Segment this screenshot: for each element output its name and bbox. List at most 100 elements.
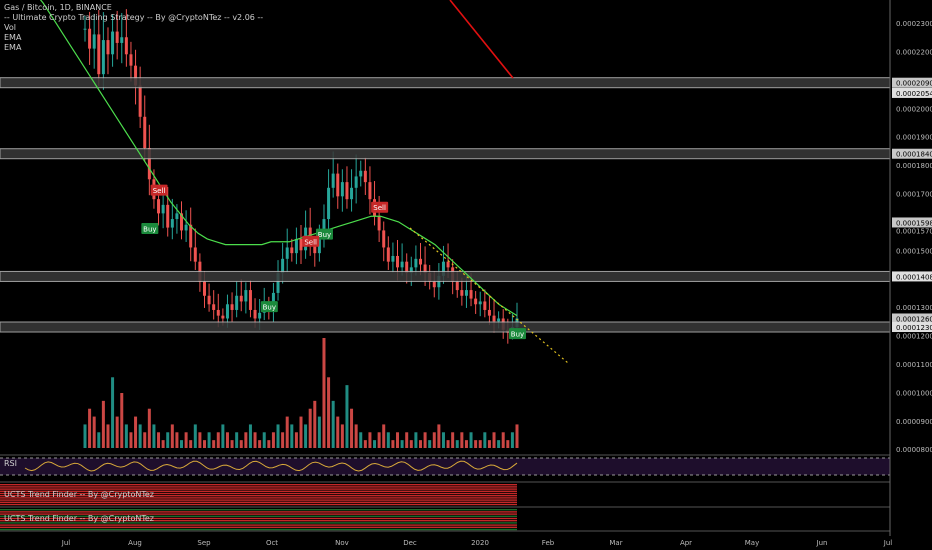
volume-bar (304, 424, 308, 448)
candle-body (189, 224, 193, 248)
volume-bar (157, 432, 161, 448)
volume-bar (276, 424, 280, 448)
time-tick-label: Nov (335, 539, 349, 547)
sell-signal-label: Sell (373, 204, 386, 212)
strategy-indicator-label[interactable]: -- Ultimate Crypto Trading Strategy -- B… (4, 13, 264, 22)
volume-bar (281, 432, 285, 448)
volume-bar (308, 408, 312, 448)
candle-body (446, 261, 450, 268)
candle-body (138, 85, 142, 117)
trend-finder-panels (0, 481, 890, 532)
candle-body (317, 236, 321, 254)
candle-body (377, 216, 381, 231)
trend-stripe (0, 490, 517, 492)
volume-bar (400, 440, 404, 448)
volume-bar (354, 424, 358, 448)
volume-bar (97, 432, 101, 448)
volume-bar (198, 432, 202, 448)
volume-bar (124, 424, 128, 448)
level-price-label: 0.00012300 (896, 324, 932, 332)
volume-bar (230, 440, 234, 448)
ema-indicator-label-2[interactable]: EMA (4, 43, 22, 52)
volume-bar (322, 338, 326, 448)
volume-bar (409, 440, 413, 448)
candle-body (106, 40, 110, 55)
candle-body (221, 315, 225, 319)
candle-body (244, 290, 248, 302)
candle-body (124, 37, 128, 55)
time-tick-label: Jul (61, 539, 71, 547)
volume-bar (446, 440, 450, 448)
candle-body (299, 238, 303, 251)
level-price-tag (892, 271, 932, 282)
candle-body (129, 54, 133, 66)
volume-bar (506, 440, 510, 448)
candle-body (235, 295, 239, 310)
level-price-tag (892, 148, 932, 159)
candle-body (147, 148, 151, 180)
volume-bar (271, 432, 275, 448)
volume-bar (202, 440, 206, 448)
volume-bar (510, 432, 514, 448)
candle-body (202, 281, 206, 296)
buy-signal-box (260, 301, 278, 313)
volume-bar (244, 432, 248, 448)
candle-body (368, 182, 372, 200)
trend-finder-label-2[interactable]: UCTS Trend Finder -- By @CryptoNTez (4, 514, 154, 523)
candle-body (239, 295, 243, 302)
time-axis[interactable]: Jul Aug Sep Oct Nov Dec 2020 Feb Mar Apr May Jun Jul (61, 539, 893, 547)
candle-body (382, 230, 386, 248)
symbol-title[interactable]: Gas / Bitcoin, 1D, BINANCE (4, 3, 112, 12)
volume-bar (299, 416, 303, 448)
level-band (0, 148, 891, 160)
chart-legend: Gas / Bitcoin, 1D, BINANCE -- Ultimate C… (4, 3, 263, 53)
time-tick-label: Dec (403, 539, 417, 547)
volume-bar (285, 416, 289, 448)
volume-indicator-label[interactable]: Vol (4, 23, 16, 32)
candle-body (134, 65, 138, 86)
volume-bar (147, 408, 151, 448)
trend-stripe (0, 528, 517, 531)
buy-signal-label: Buy (263, 304, 276, 312)
sell-signal-label: Sell (153, 187, 166, 195)
volume-bar (373, 440, 377, 448)
buy-signal-label: Buy (511, 331, 524, 339)
candle-body (207, 295, 211, 305)
volume-bar (115, 416, 119, 448)
volume-bar (501, 432, 505, 448)
ema-fast-line (449, 0, 514, 79)
sell-signal-label: Sell (304, 238, 317, 246)
time-tick-label: May (745, 539, 759, 547)
rsi-line (24, 460, 518, 472)
ema-indicator-label[interactable]: EMA (4, 33, 22, 42)
candle-body (322, 219, 326, 237)
trend-finder-label-1[interactable]: UCTS Trend Finder -- By @CryptoNTez (4, 490, 154, 499)
volume-bar (175, 432, 179, 448)
candle-body (474, 298, 478, 305)
volume-bar (464, 440, 468, 448)
volume-bar (221, 424, 225, 448)
volume-bar (359, 432, 363, 448)
volume-bar (455, 440, 459, 448)
trend-stripe (0, 488, 517, 490)
rsi-label[interactable]: RSI (4, 459, 17, 468)
volume-bar (184, 432, 188, 448)
volume-bar (382, 424, 386, 448)
candle-body (225, 304, 229, 319)
trend-stripe (0, 517, 517, 520)
volume-bar (487, 440, 491, 448)
volume-bar (138, 424, 142, 448)
volume-bar (267, 440, 271, 448)
volume-bar (258, 440, 262, 448)
volume-bar (216, 432, 220, 448)
